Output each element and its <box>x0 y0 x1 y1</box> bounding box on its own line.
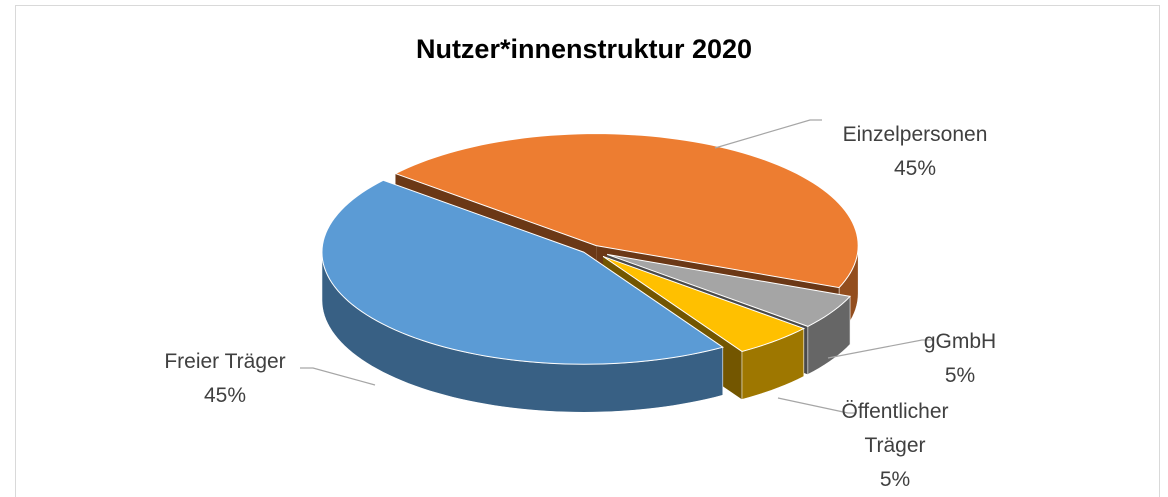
label-value: 45% <box>893 157 937 180</box>
chart-title: Nutzer*innenstruktur 2020 <box>415 34 753 64</box>
leader-line <box>827 339 932 359</box>
data-label: gGmbH 5% <box>905 325 1015 393</box>
label-value: 5% <box>944 364 976 387</box>
label-value: 45% <box>203 384 247 407</box>
slice-top <box>602 255 806 352</box>
data-label: Einzelpersonen 45% <box>810 118 1020 186</box>
label-name: gGmbH <box>923 330 997 353</box>
leader-line <box>777 397 856 414</box>
label-name: Öffentlicher Träger <box>841 400 949 457</box>
label-name: Einzelpersonen <box>842 123 988 146</box>
label-value: 5% <box>879 468 911 491</box>
slice <box>321 179 724 413</box>
label-name: Freier Träger <box>164 350 286 373</box>
data-label: Freier Träger 45% <box>120 345 330 413</box>
leader-line <box>300 367 376 386</box>
slice-top <box>606 253 852 327</box>
slice-top <box>394 133 859 289</box>
slice-top <box>321 179 724 365</box>
data-label: Öffentlicher Träger 5% <box>835 395 955 497</box>
leader-line <box>714 119 822 149</box>
